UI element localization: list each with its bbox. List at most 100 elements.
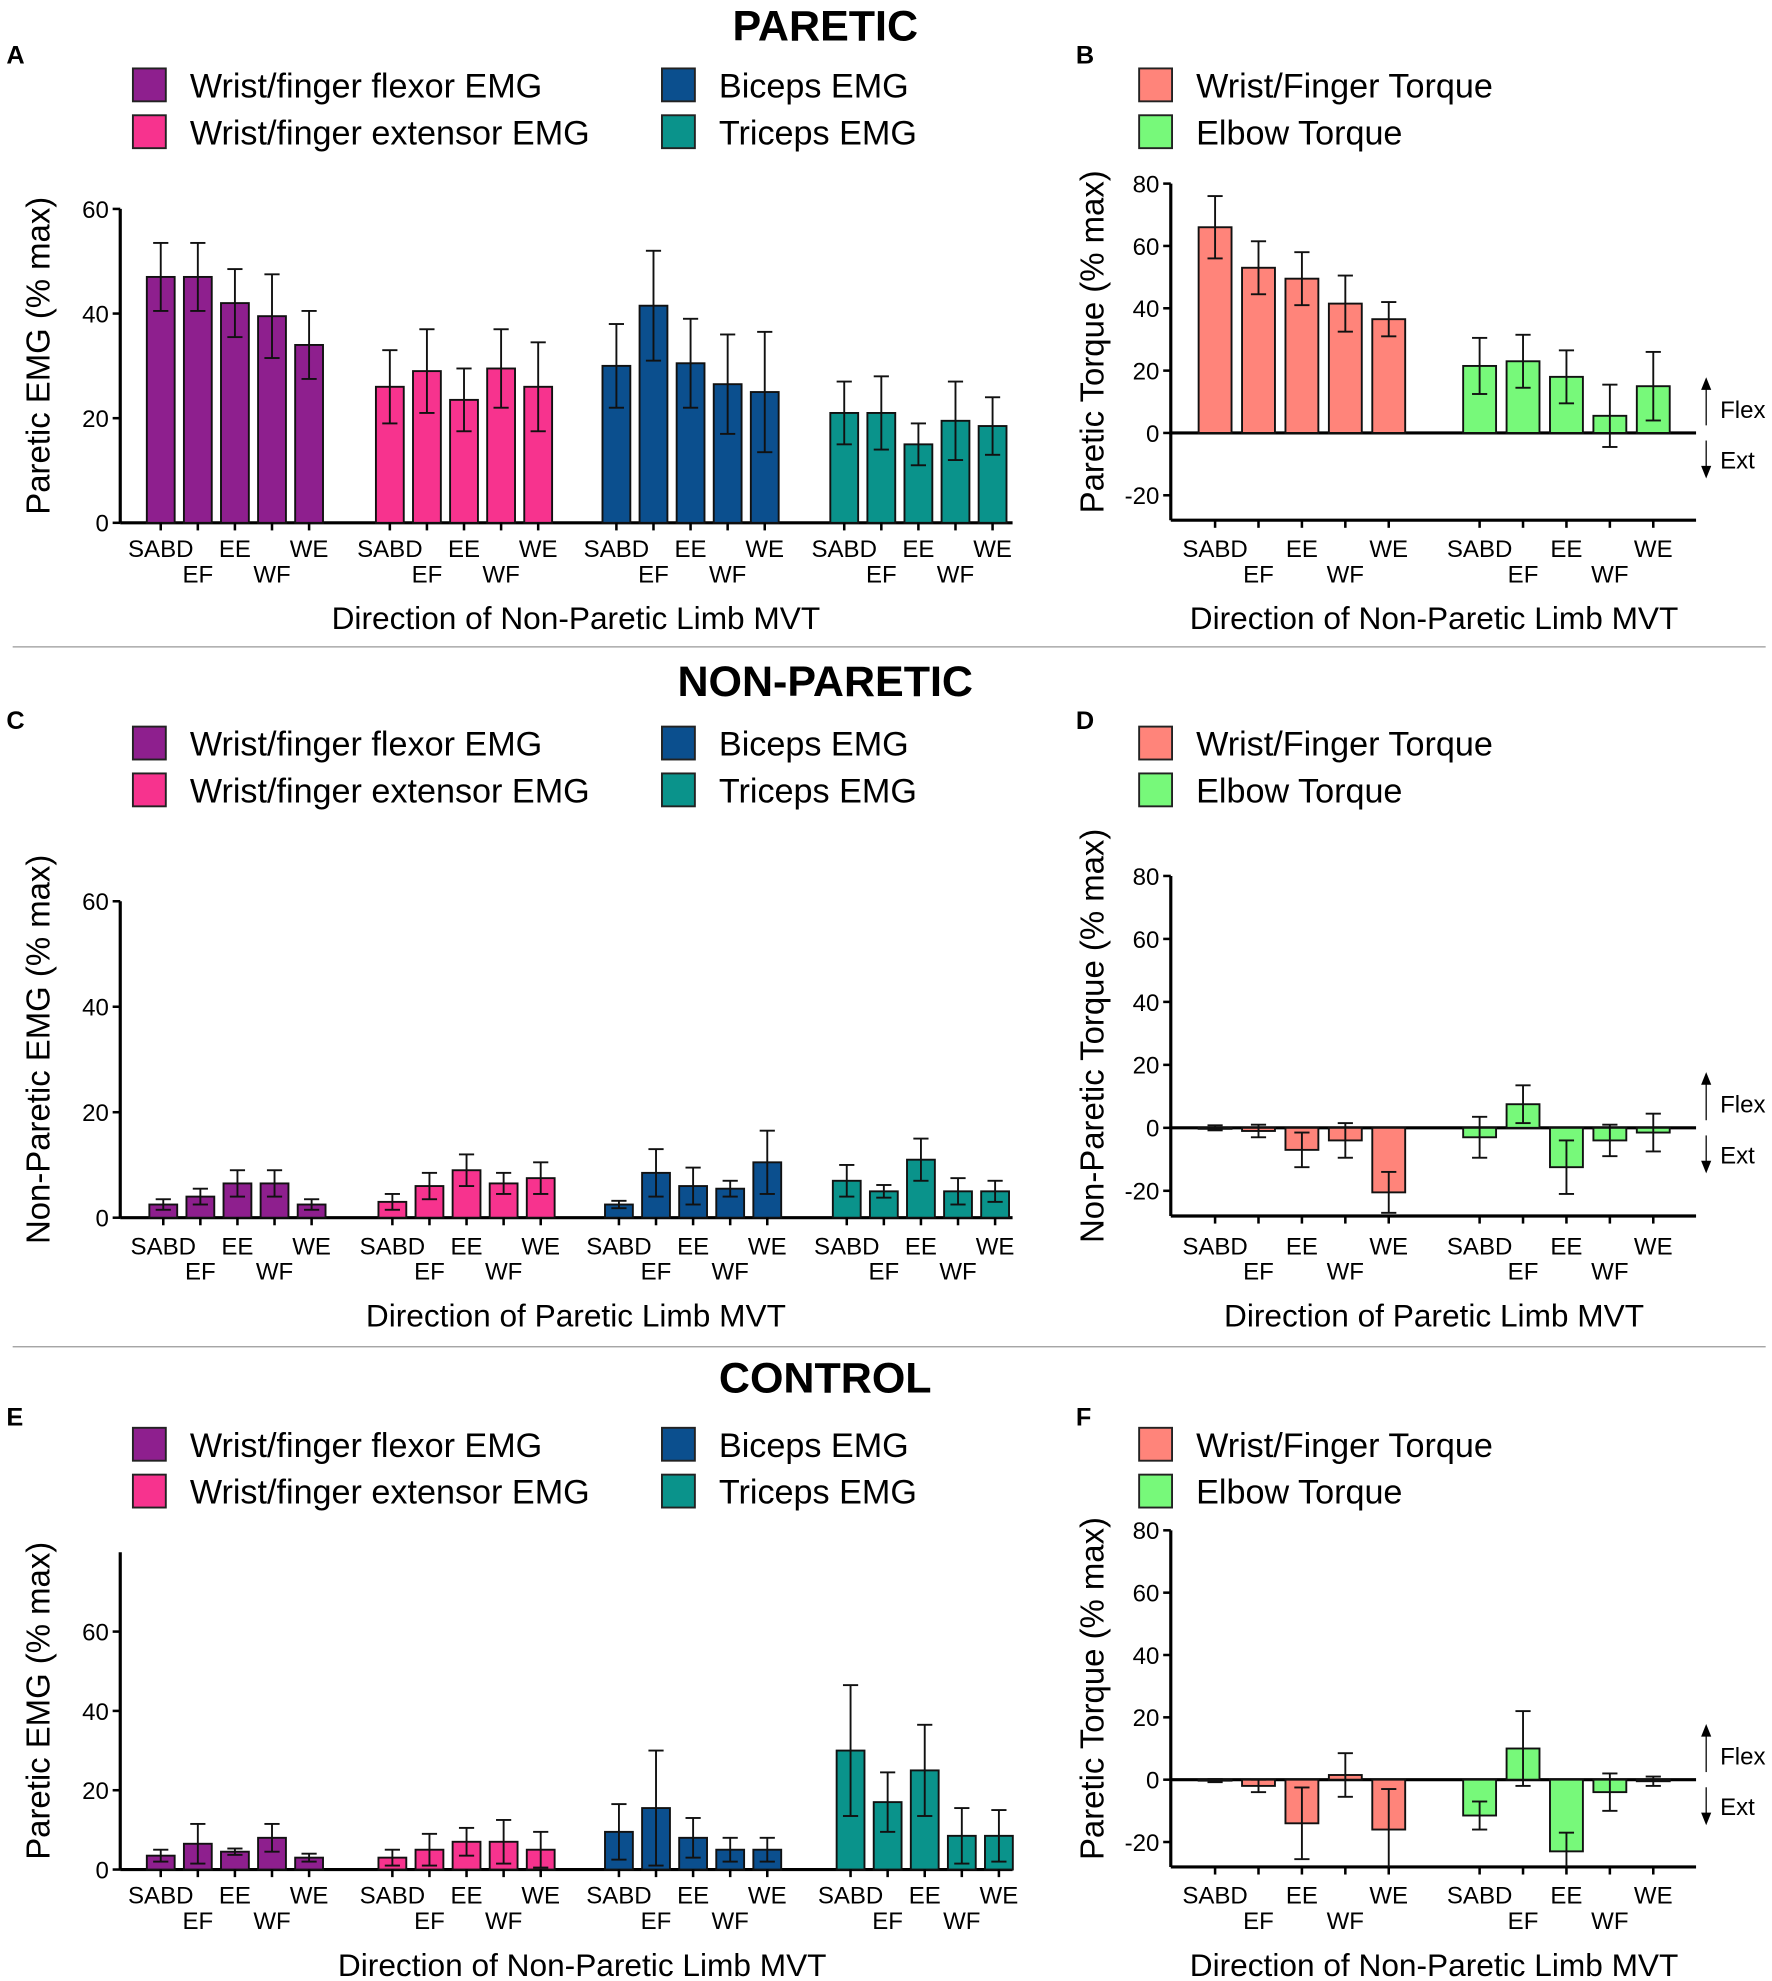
- arrow-up-icon: [1701, 1072, 1712, 1085]
- legend-label: Elbow Torque: [1196, 1474, 1402, 1512]
- legend-label: Wrist/finger extensor EMG: [190, 1474, 590, 1512]
- legend-item: Elbow Torque: [1138, 1473, 1402, 1512]
- legend-swatch: [1138, 1426, 1174, 1462]
- x-tick-label: WF: [1591, 561, 1628, 588]
- x-tick-label: SABD: [131, 1233, 196, 1260]
- arrow-up-icon: [1701, 377, 1712, 390]
- x-tick-label: EF: [1508, 561, 1539, 588]
- x-tick-label: WE: [521, 1233, 560, 1260]
- x-tick-label: WF: [1591, 1908, 1628, 1935]
- x-tick-label: EE: [451, 1233, 483, 1260]
- flex-label: Flex: [1720, 1092, 1765, 1119]
- legend-item: Wrist/finger flexor EMG: [131, 725, 542, 764]
- legend-label: Wrist/Finger Torque: [1196, 68, 1493, 106]
- x-tick-label: WE: [1634, 1883, 1673, 1910]
- y-tick-label: 20: [1133, 1705, 1160, 1732]
- x-tick-label: EF: [872, 1908, 903, 1935]
- flex-label: Flex: [1720, 397, 1765, 424]
- legend-label: Triceps EMG: [719, 114, 917, 152]
- panel-letter: E: [6, 1403, 23, 1431]
- x-tick-label: EE: [905, 1233, 937, 1260]
- x-tick-label: SABD: [818, 1883, 883, 1910]
- y-axis-label: Non-Paretic EMG (% max): [19, 855, 56, 1244]
- arrow-up-icon: [1701, 1723, 1712, 1737]
- x-tick-label: EE: [448, 536, 480, 563]
- x-tick-label: SABD: [360, 1883, 425, 1910]
- legend-swatch: [131, 1473, 167, 1509]
- bar-flexor-ef: [182, 275, 213, 524]
- x-tick-label: EE: [1286, 1233, 1318, 1260]
- x-tick-label: SABD: [1182, 536, 1247, 563]
- y-tick-label: 40: [82, 301, 109, 328]
- panel-e: E Wrist/finger flexor EMG Wrist/finger ext…: [6, 1403, 1018, 1981]
- x-tick-label: WE: [980, 1883, 1019, 1910]
- section-title: CONTROL: [719, 1354, 932, 1402]
- legend-swatch: [661, 1473, 696, 1509]
- x-tick-label: EE: [677, 1233, 709, 1260]
- y-tick-label: 60: [82, 1619, 109, 1646]
- x-tick-label: WE: [1369, 1233, 1408, 1260]
- legend-label: Biceps EMG: [719, 726, 909, 764]
- y-tick-label: 0: [1146, 421, 1159, 448]
- section-title: NON-PARETIC: [677, 658, 973, 706]
- y-tick-label: 20: [82, 1100, 109, 1127]
- panel-a: A Wrist/finger flexor EMG Wrist/finger ext…: [6, 41, 1013, 636]
- bar-flexor-sabd: [145, 275, 176, 524]
- x-tick-label: WF: [709, 561, 746, 588]
- panel-letter: F: [1076, 1403, 1091, 1431]
- x-tick-label: WE: [290, 536, 329, 563]
- legend-label: Wrist/Finger Torque: [1196, 1427, 1493, 1465]
- legend-label: Biceps EMG: [719, 1427, 909, 1465]
- y-tick-label: 60: [1133, 927, 1160, 954]
- x-tick-label: EF: [641, 1259, 672, 1286]
- y-tick-label: 80: [1133, 864, 1160, 891]
- x-tick-label: EF: [1243, 561, 1274, 588]
- x-tick-label: WF: [937, 561, 974, 588]
- y-tick-label: 0: [95, 1206, 108, 1233]
- panel-letter: D: [1076, 707, 1094, 735]
- legend-swatch: [131, 1426, 167, 1462]
- y-tick-label: 20: [1133, 1053, 1160, 1080]
- x-tick-label: EF: [182, 1908, 213, 1935]
- legend-swatch: [661, 114, 696, 150]
- y-tick-label: 0: [1146, 1768, 1159, 1795]
- x-tick-label: WF: [712, 1908, 749, 1935]
- x-tick-label: WE: [745, 536, 784, 563]
- x-tick-label: EF: [185, 1259, 216, 1286]
- y-tick-label: 40: [1133, 990, 1160, 1017]
- x-tick-label: EE: [1286, 1883, 1318, 1910]
- legend-label: Wrist/Finger Torque: [1196, 726, 1493, 764]
- legend-label: Wrist/finger extensor EMG: [190, 773, 590, 811]
- panel-letter: A: [6, 41, 24, 69]
- y-tick-label: 40: [82, 995, 109, 1022]
- x-tick-label: EE: [219, 536, 251, 563]
- x-tick-label: WE: [748, 1883, 787, 1910]
- x-tick-label: EF: [868, 1259, 899, 1286]
- panel-c: C Wrist/finger flexor EMG Wrist/finger ext…: [6, 707, 1014, 1333]
- x-tick-label: SABD: [1447, 536, 1512, 563]
- legend-swatch: [131, 67, 167, 103]
- x-tick-label: EE: [675, 536, 707, 563]
- x-tick-label: WF: [1327, 561, 1364, 588]
- x-tick-label: WE: [748, 1233, 787, 1260]
- x-tick-label: WF: [712, 1259, 749, 1286]
- x-tick-label: EF: [866, 561, 897, 588]
- legend-item: Wrist/Finger Torque: [1138, 1426, 1493, 1465]
- x-tick-label: SABD: [1447, 1883, 1512, 1910]
- panel-letter: B: [1076, 41, 1094, 69]
- panel-letter: C: [6, 707, 24, 735]
- legend-item: Biceps EMG: [661, 67, 909, 106]
- legend-swatch: [1138, 1473, 1174, 1509]
- y-tick-label: 40: [82, 1699, 109, 1726]
- legend-item: Wrist/Finger Torque: [1138, 67, 1493, 106]
- y-tick-label: 80: [1133, 1518, 1160, 1545]
- y-tick-label: 80: [1133, 171, 1160, 198]
- x-tick-label: WF: [1591, 1259, 1628, 1286]
- y-axis-label: Paretic Torque (% max): [1074, 1517, 1111, 1860]
- x-tick-label: EE: [221, 1233, 253, 1260]
- y-tick-label: -20: [1125, 483, 1160, 510]
- x-tick-label: SABD: [1447, 1233, 1512, 1260]
- legend-label: Triceps EMG: [719, 1474, 917, 1512]
- legend-item: Wrist/finger extensor EMG: [131, 1473, 590, 1512]
- x-tick-label: WE: [973, 536, 1012, 563]
